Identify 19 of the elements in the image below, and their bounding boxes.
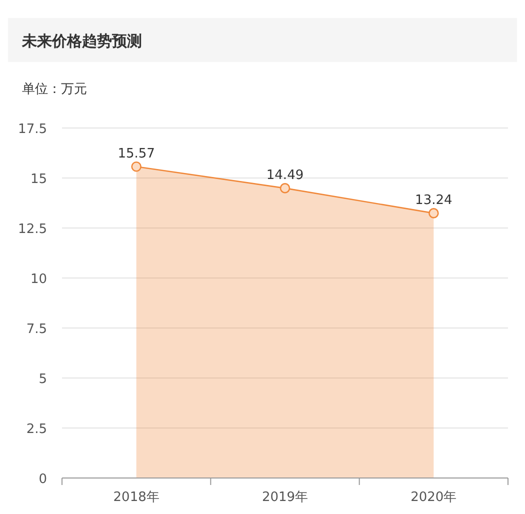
y-tick-label: 0 <box>38 472 47 487</box>
y-tick-label: 15 <box>30 172 47 187</box>
point <box>280 183 290 194</box>
y-tick-label: 12.5 <box>18 222 47 237</box>
point <box>428 208 439 218</box>
y-tick-label: 17.5 <box>18 122 47 137</box>
data-label: 15.57 <box>118 146 155 162</box>
x-tick-label: 2020年 <box>410 490 457 505</box>
data-label: 14.49 <box>266 168 304 184</box>
point <box>131 161 142 172</box>
data-label: 13.24 <box>415 193 452 208</box>
y-tick-label: 7.5 <box>26 322 47 337</box>
chart-title: 未来价格趋势预测 <box>21 32 142 50</box>
chart-subtitle: 单位：万元 <box>22 82 87 97</box>
y-tick-label: 5 <box>38 372 47 387</box>
x-tick-label: 2019年 <box>262 490 308 505</box>
x-tick-label: 2018年 <box>113 490 160 505</box>
y-tick-label: 2.5 <box>26 422 47 437</box>
y-tick-label: 10 <box>30 272 47 287</box>
